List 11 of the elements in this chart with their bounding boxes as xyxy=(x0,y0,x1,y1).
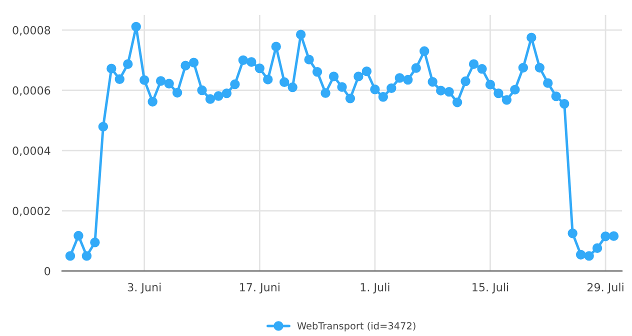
x-tick-label: 15. Juli xyxy=(472,282,508,294)
y-tick-label: 0,0006 xyxy=(12,86,50,96)
legend-label: WebTransport (id=3472) xyxy=(297,322,416,332)
x-tick-label: 29. Juli xyxy=(587,282,624,294)
y-tick-label: 0,0002 xyxy=(12,206,50,216)
x-tick-label: 1. Juli xyxy=(360,282,390,294)
y-tick-label: 0 xyxy=(44,266,50,276)
y-tick-label: 0,0008 xyxy=(12,26,50,36)
x-tick-label: 3. Juni xyxy=(128,282,161,294)
x-tick-label: 17. Juni xyxy=(240,282,280,294)
y-tick-label: 0,0004 xyxy=(12,146,50,156)
